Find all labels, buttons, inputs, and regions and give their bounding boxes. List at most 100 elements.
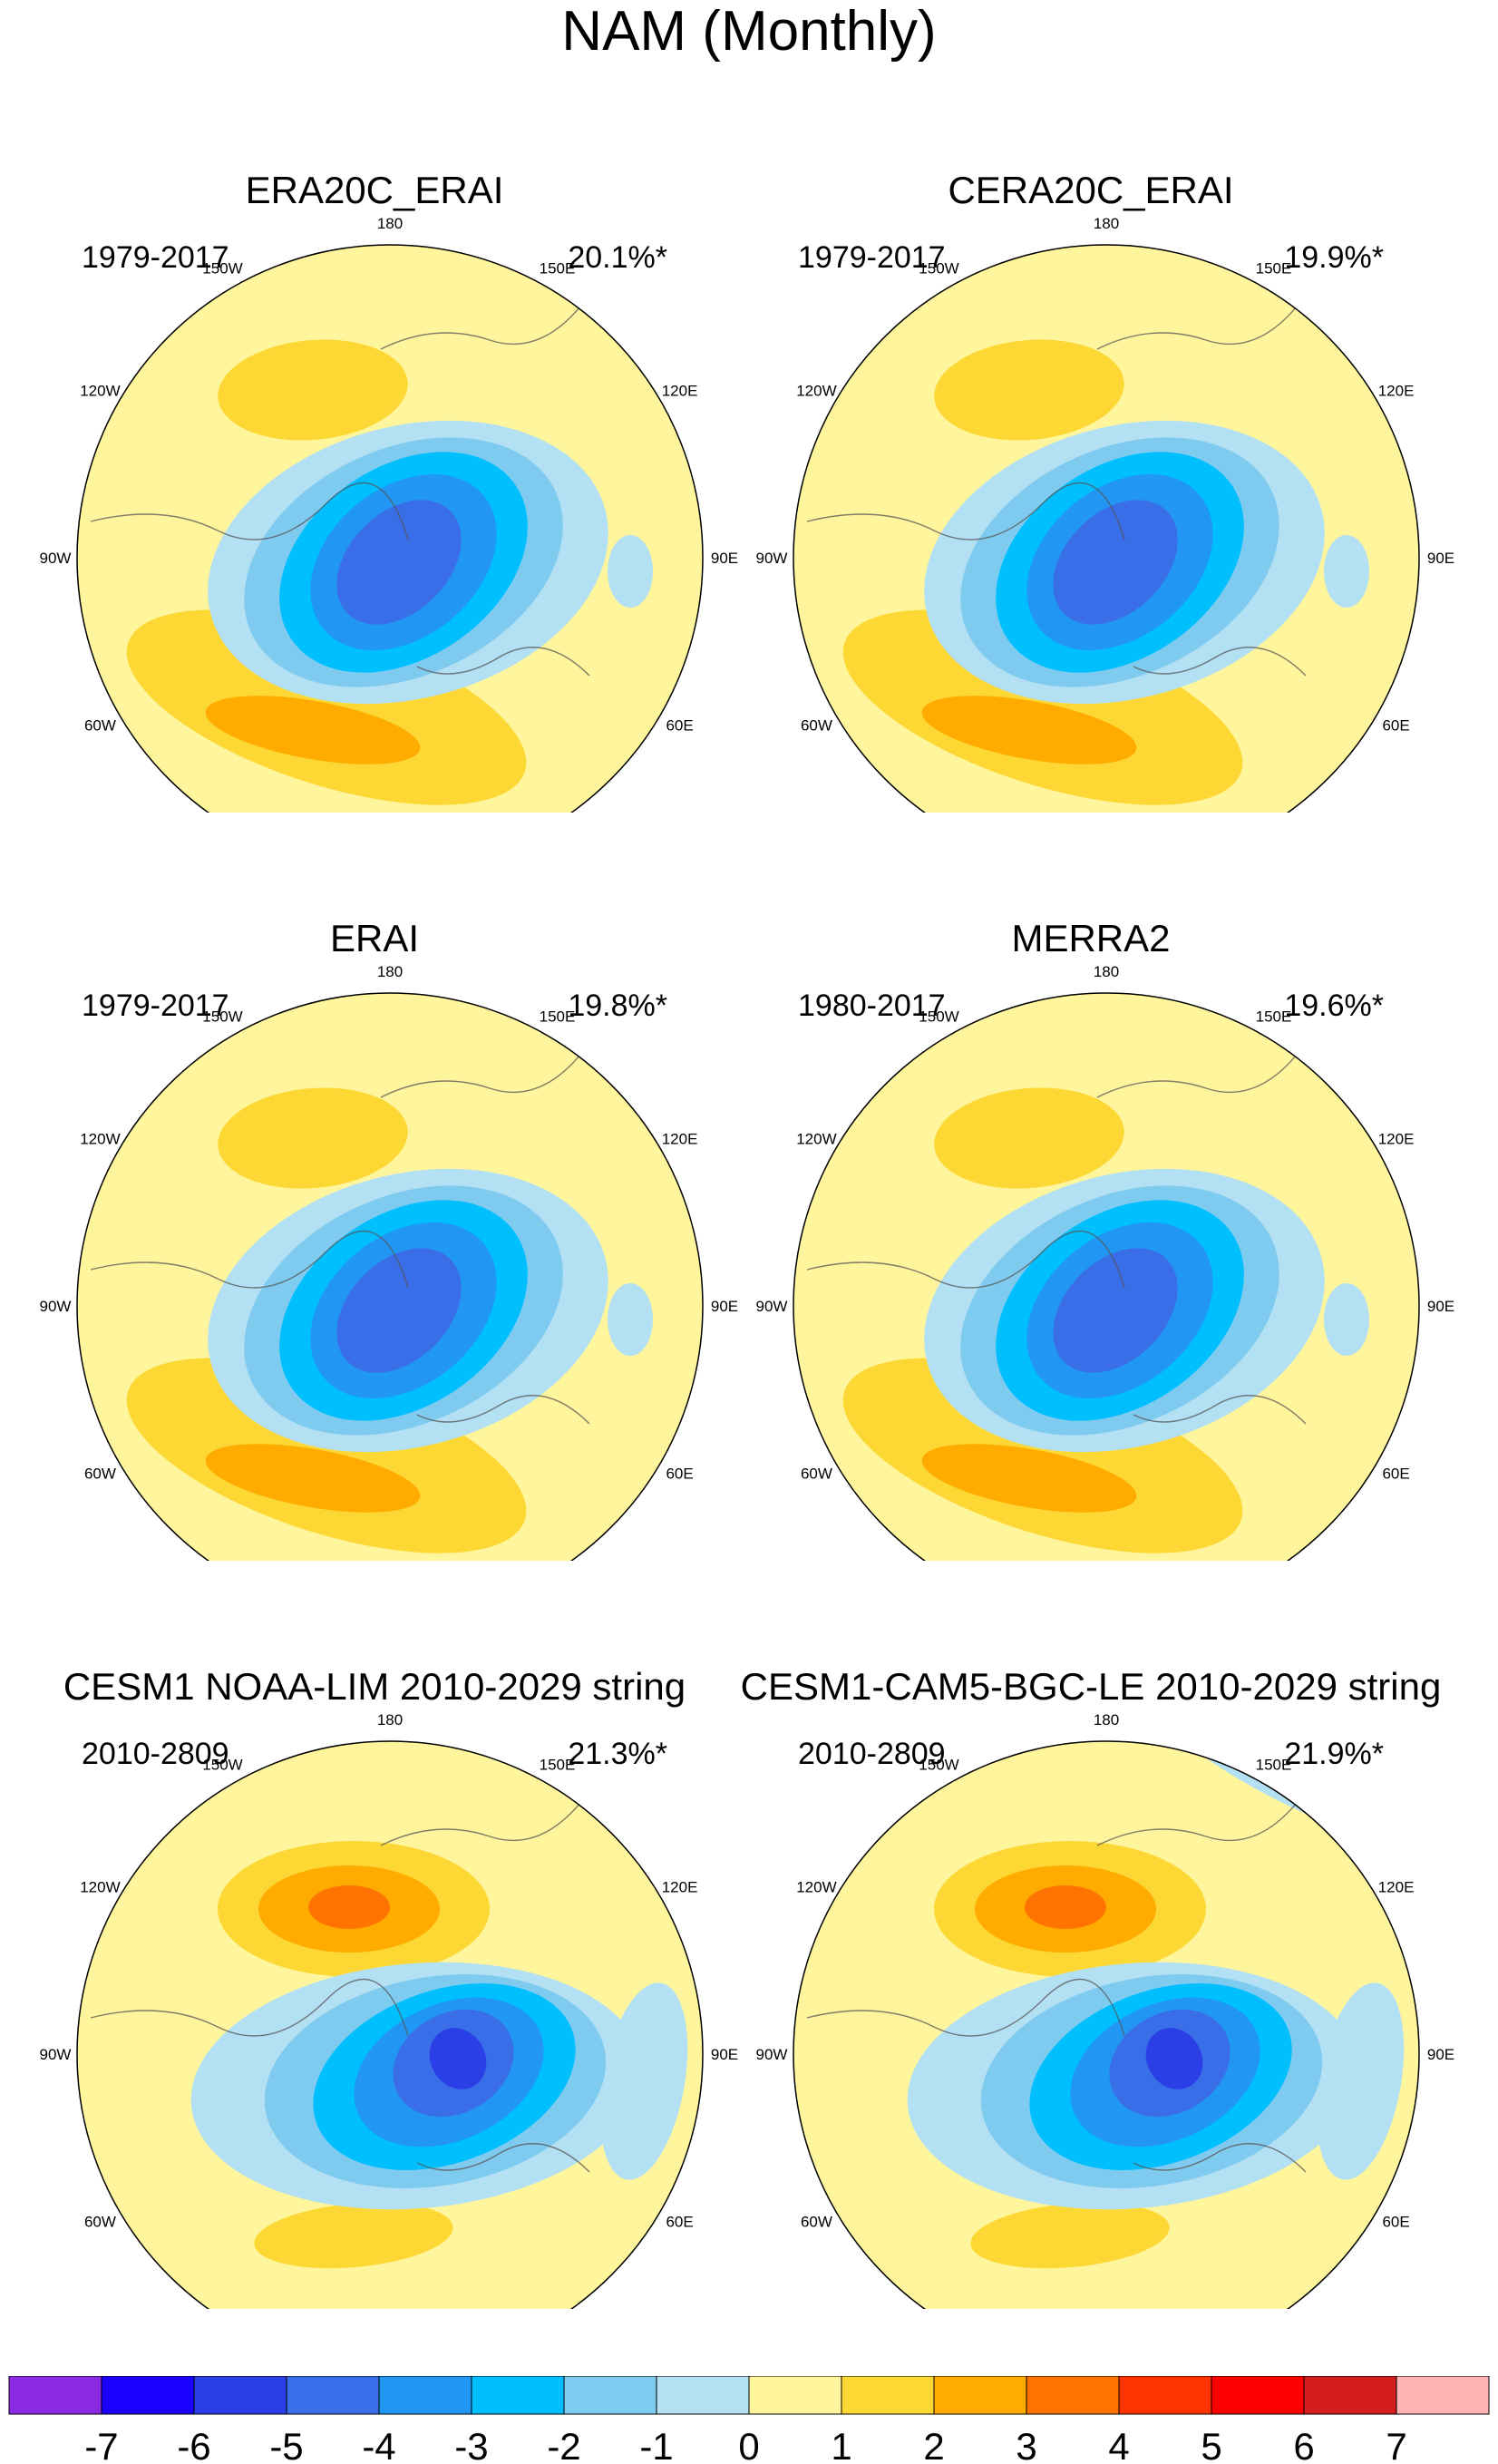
panel-years: 1979-2017: [82, 989, 229, 1023]
colorbar-swatch: [1211, 2376, 1305, 2415]
panel-title: CESM1-CAM5-BGC-LE 2010-2029 string: [740, 1665, 1442, 1708]
longitude-label: 60W: [84, 2214, 116, 2231]
map-panel-3: 180150E120E90E60E30E030W60W90W120W150WER…: [0, 812, 749, 1561]
longitude-label: 90W: [756, 550, 788, 567]
colorbar-tick-label: 6: [1293, 2425, 1314, 2464]
map-panel-4: 180150E120E90E60E30E030W60W90W120W150WME…: [716, 812, 1465, 1561]
longitude-label: 120E: [662, 383, 698, 400]
colorbar-tick-label: -7: [84, 2425, 118, 2464]
map-panel-1: 180150E120E90E60E30E030W60W90W120W150WER…: [0, 63, 749, 813]
longitude-label: 120W: [80, 1131, 120, 1148]
anomaly-contour-extra: [608, 1283, 653, 1356]
longitude-label: 120W: [796, 383, 836, 400]
colorbar-tick-label: -4: [362, 2425, 395, 2464]
longitude-label: 120W: [796, 1879, 836, 1896]
explained-variance: 19.8%*: [568, 989, 667, 1023]
longitude-label: 60W: [84, 1466, 116, 1483]
longitude-label: 150W: [919, 259, 958, 277]
longitude-label: 150E: [1256, 1756, 1292, 1773]
colorbar-tick-label: -2: [547, 2425, 580, 2464]
negative-anomaly-contour: [1053, 500, 1178, 625]
longitude-label: 150E: [1256, 1008, 1292, 1025]
polar-map: 180150E120E90E60E30E030W60W90W120W150W: [756, 963, 1454, 1561]
negative-anomaly-contour: [336, 1248, 462, 1373]
polar-map: 180150E120E90E60E30E030W60W90W120W150W: [756, 215, 1454, 813]
longitude-label: 180: [1094, 963, 1119, 980]
positive-anomaly-contour: [921, 696, 1137, 765]
positive-anomaly-contour: [934, 339, 1124, 441]
colorbar-tick-label: 5: [1201, 2425, 1221, 2464]
polar-map: 180150E120E90E60E30E030W60W90W120W150W: [40, 215, 738, 813]
colorbar-swatch: [563, 2376, 657, 2415]
map-boundary: [793, 1740, 1420, 2309]
map-panel-2: 180150E120E90E60E30E030W60W90W120W150WCE…: [716, 63, 1465, 813]
colorbar-swatch: [1118, 2376, 1212, 2415]
longitude-label: 60E: [1382, 1466, 1409, 1483]
longitude-label: 180: [377, 963, 403, 980]
longitude-label: 60E: [1382, 2214, 1409, 2231]
colorbar-swatch: [841, 2376, 935, 2415]
positive-anomaly-contour: [205, 1444, 421, 1513]
longitude-label: 180: [377, 215, 403, 232]
negative-anomaly-contour: [1145, 2028, 1203, 2089]
polar-map: 180150E120E90E60E30E030W60W90W120W150W: [40, 1711, 738, 2309]
longitude-label: 150E: [540, 1756, 576, 1773]
panel-title: CERA20C_ERAI: [948, 169, 1234, 211]
colorbar-tick-label: 4: [1108, 2425, 1129, 2464]
anomaly-contour-extra: [608, 535, 653, 608]
longitude-label: 150W: [202, 1008, 242, 1025]
map-boundary: [76, 244, 704, 813]
longitude-label: 60W: [801, 1466, 832, 1483]
positive-anomaly-contour: [218, 339, 408, 441]
colorbar: -7 -6 -5 -4 -3 -2 -1 0 1 2 3 4 5 6 7: [8, 2376, 1490, 2464]
colorbar-tick-label: -5: [269, 2425, 303, 2464]
polar-map: 180150E120E90E60E30E030W60W90W120W150W: [40, 963, 738, 1561]
colorbar-swatch: [193, 2376, 287, 2415]
positive-anomaly-contour: [1025, 1885, 1106, 1929]
colorbar-tick-label: 2: [923, 2425, 944, 2464]
colorbar-tick-label: 0: [738, 2425, 759, 2464]
longitude-label: 60W: [84, 717, 116, 735]
longitude-label: 60E: [1382, 717, 1409, 735]
longitude-label: 90E: [711, 1298, 738, 1315]
longitude-label: 60E: [666, 717, 693, 735]
longitude-label: 60W: [801, 717, 832, 735]
longitude-label: 90E: [1427, 2046, 1454, 2063]
positive-anomaly-contour: [934, 1087, 1124, 1189]
negative-anomaly-contour: [336, 500, 462, 625]
colorbar-swatch: [1026, 2376, 1120, 2415]
longitude-label: 60E: [666, 2214, 693, 2231]
anomaly-contour-extra: [1324, 1283, 1369, 1356]
longitude-label: 90E: [1427, 1298, 1454, 1315]
longitude-label: 90E: [711, 550, 738, 567]
colorbar-tick-label: 3: [1016, 2425, 1036, 2464]
colorbar-swatch: [748, 2376, 842, 2415]
map-panel-6: 180150E120E90E60E30E030W60W90W120W150WCE…: [716, 1560, 1465, 2309]
panel-years: 1979-2017: [798, 240, 946, 275]
longitude-label: 90W: [756, 2046, 788, 2063]
longitude-label: 120E: [1378, 1879, 1415, 1896]
longitude-label: 180: [1094, 215, 1119, 232]
panel-years: 2010-2809: [82, 1737, 229, 1771]
colorbar-swatch: [471, 2376, 565, 2415]
longitude-label: 120W: [80, 1879, 120, 1896]
longitude-label: 180: [377, 1711, 403, 1729]
explained-variance: 21.9%*: [1284, 1737, 1384, 1771]
longitude-label: 90E: [1427, 550, 1454, 567]
panel-years: 1979-2017: [82, 240, 229, 275]
longitude-label: 60W: [801, 2214, 832, 2231]
longitude-label: 120E: [1378, 383, 1415, 400]
longitude-label: 120E: [1378, 1131, 1415, 1148]
panel-title: ERA20C_ERAI: [245, 169, 504, 211]
longitude-label: 90W: [756, 1298, 788, 1315]
longitude-label: 120W: [80, 383, 120, 400]
longitude-label: 90W: [40, 1298, 72, 1315]
positive-anomaly-contour: [970, 2202, 1170, 2269]
colorbar-swatch: [656, 2376, 750, 2415]
panel-title: CESM1 NOAA-LIM 2010-2029 string: [63, 1665, 686, 1708]
main-title: NAM (Monthly): [561, 0, 937, 63]
colorbar-tick-label: -3: [454, 2425, 488, 2464]
colorbar-swatch: [1303, 2376, 1397, 2415]
positive-anomaly-contour: [921, 1444, 1137, 1513]
longitude-label: 150W: [202, 1756, 242, 1773]
